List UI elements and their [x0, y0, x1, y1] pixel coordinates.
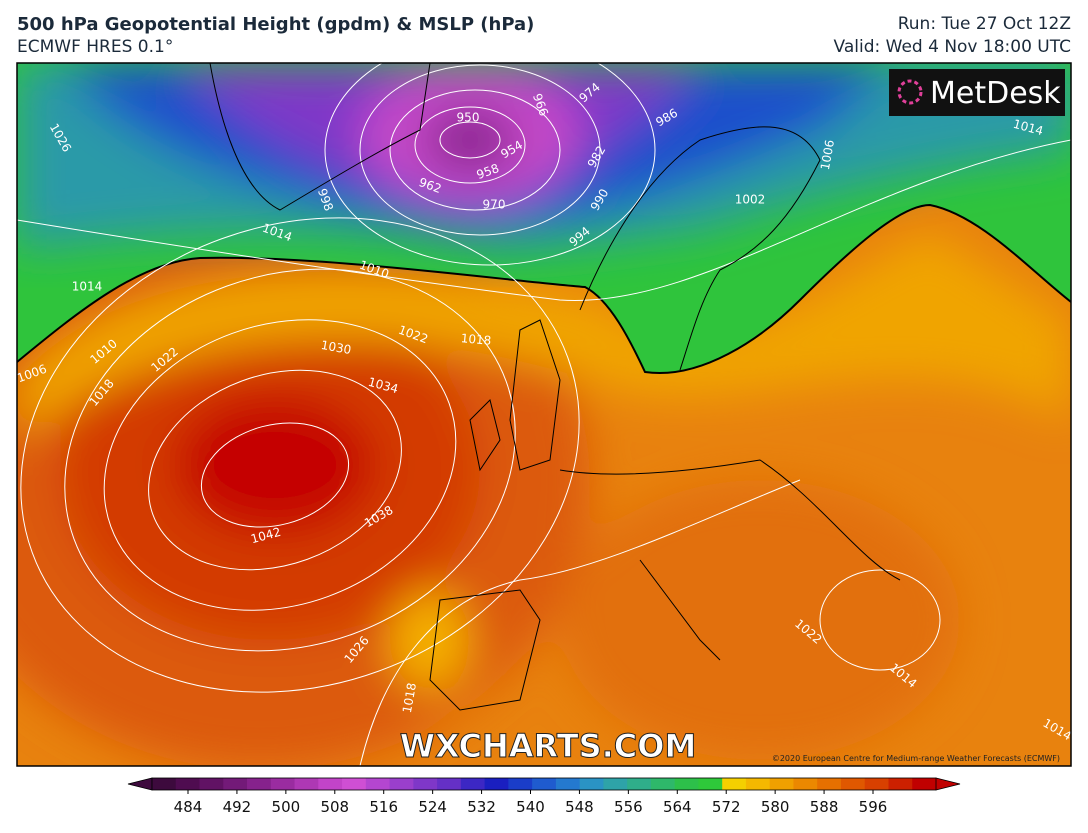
- colorbar-segment: [769, 778, 794, 790]
- colorbar-segment: [817, 778, 842, 790]
- colorbar-segment: [437, 778, 462, 790]
- colorbar-segment: [484, 778, 509, 790]
- colorbar-segment: [888, 778, 913, 790]
- isobars: [17, 63, 1071, 766]
- contour-552: [17, 203, 1071, 374]
- colorbar-frame: [151, 777, 937, 791]
- run-time: Run: Tue 27 Oct 12Z: [897, 14, 1071, 34]
- colorbar-segment: [650, 778, 676, 790]
- model-name: ECMWF HRES 0.1°: [17, 37, 174, 57]
- colorbar-tick-label: 540: [516, 798, 545, 816]
- colorbar-segment: [223, 778, 248, 790]
- colorbar-tick-label: 508: [320, 798, 349, 816]
- colorbar-segment: [318, 778, 343, 790]
- copyright: ©2020 European Centre for Medium-range W…: [772, 754, 1060, 763]
- colorbar-tick-label: 516: [369, 798, 398, 816]
- valid-time: Valid: Wed 4 Nov 18:00 UTC: [833, 37, 1071, 57]
- watermark: WXCHARTS.COM: [400, 727, 697, 765]
- colorbar-tick-label: 532: [467, 798, 496, 816]
- colorbar-tick-label: 564: [663, 798, 692, 816]
- colorbar-tick-label: 572: [712, 798, 741, 816]
- coastlines: [209, 63, 901, 711]
- colorbar-tick-label: 524: [418, 798, 447, 816]
- colorbar-segment: [603, 778, 628, 790]
- chart-title: 500 hPa Geopotential Height (gpdm) & MSL…: [17, 14, 535, 35]
- colorbar-segment: [745, 778, 771, 790]
- colorbar-segment: [389, 778, 414, 790]
- colorbar-tick-label: 500: [272, 798, 301, 816]
- colorbar-end: [935, 777, 961, 791]
- colorbar-segment: [152, 778, 177, 790]
- colorbar-tick-label: 556: [614, 798, 643, 816]
- colorbar-segment: [532, 778, 557, 790]
- colorbar-segment: [912, 778, 937, 790]
- colorbar-segment: [460, 778, 486, 790]
- colorbar-segment: [579, 778, 604, 790]
- isobar-label: 1006: [818, 139, 837, 172]
- colorbar-segment: [555, 778, 581, 790]
- colorbar-segment: [294, 778, 319, 790]
- colorbar-tick-label: 492: [223, 798, 252, 816]
- colorbar-tick-label: 548: [565, 798, 594, 816]
- colorbar-segment: [627, 778, 652, 790]
- colorbar-segment: [698, 778, 723, 790]
- isobar-label: 1018: [460, 331, 492, 348]
- colorbar-segment: [175, 778, 201, 790]
- isobar-label: 1018: [400, 682, 419, 715]
- colorbar-tick-label: 596: [859, 798, 888, 816]
- colorbar-segment: [270, 778, 296, 790]
- logo: MetDesk: [930, 76, 1061, 111]
- colorbar-segment: [413, 778, 438, 790]
- isobar-label: 970: [483, 198, 506, 212]
- colorbar-tick-label: 588: [810, 798, 839, 816]
- isobar-label: 1002: [735, 193, 766, 207]
- map-frame: [16, 62, 1072, 767]
- colorbar-segment: [722, 778, 747, 790]
- colorbar-tick-label: 484: [174, 798, 203, 816]
- colorbar-segment: [199, 778, 224, 790]
- colorbar-segment: [247, 778, 272, 790]
- logo-icon: [897, 79, 923, 105]
- colorbar-segment: [864, 778, 889, 790]
- colorbar: 484 492 500 508 516 524 532 540 548 556 564 572 580 5…: [127, 777, 961, 816]
- colorbar-end: [127, 777, 153, 791]
- colorbar-segment: [365, 778, 391, 790]
- shading: [17, 63, 1071, 250]
- colorbar-segment: [840, 778, 866, 790]
- isobar-label: 1030: [320, 338, 353, 357]
- isobar-label: 1014: [72, 280, 103, 294]
- colorbar-segment: [674, 778, 699, 790]
- colorbar-tick-label: 580: [761, 798, 790, 816]
- colorbar-segment: [793, 778, 818, 790]
- colorbar-segment: [342, 778, 367, 790]
- colorbar-segment: [508, 778, 533, 790]
- isobar-label: 950: [457, 111, 480, 125]
- logo-box: [889, 69, 1065, 116]
